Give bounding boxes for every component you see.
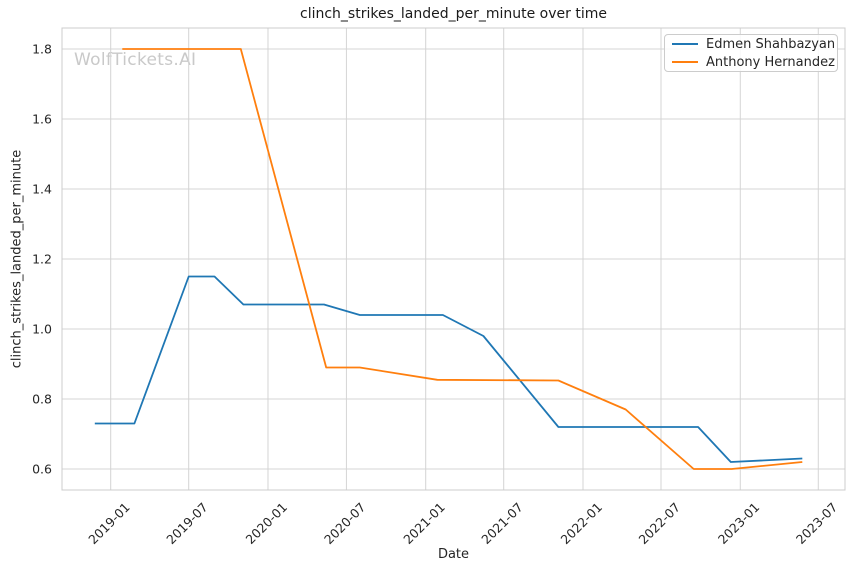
- y-tick-label: 1.2: [32, 252, 52, 267]
- x-tick-label: 2020-07: [321, 500, 369, 548]
- legend-item-edmen-shahbazyan: Edmen Shahbazyan: [672, 36, 836, 52]
- x-tick-label: 2022-01: [558, 500, 606, 548]
- chart-title: clinch_strikes_landed_per_minute over ti…: [300, 6, 607, 22]
- legend: Edmen Shahbazyan Anthony Hernandez: [664, 34, 838, 72]
- x-tick-label: 2021-01: [400, 500, 448, 548]
- y-tick-label: 1.8: [32, 42, 52, 57]
- y-tick-label: 0.8: [32, 392, 52, 407]
- legend-label: Edmen Shahbazyan: [706, 36, 836, 52]
- x-tick-label: 2021-07: [478, 500, 526, 548]
- x-tick-label: 2020-01: [243, 500, 291, 548]
- watermark: WolfTickets.AI: [74, 50, 197, 70]
- y-tick-label: 1.6: [32, 112, 52, 127]
- x-tick-label: 2019-07: [163, 500, 211, 548]
- x-tick-label: 2022-07: [636, 500, 684, 548]
- y-axis-label: clinch_strikes_landed_per_minute: [9, 149, 25, 369]
- y-tick-label: 1.4: [32, 182, 52, 197]
- y-tick-label: 0.6: [32, 462, 52, 477]
- x-tick-label: 2023-07: [793, 500, 841, 548]
- x-tick-label: 2019-01: [85, 500, 133, 548]
- plot-border: [61, 27, 846, 491]
- series-line-1: [122, 48, 803, 470]
- series-line-0: [94, 275, 803, 463]
- legend-line-swatch-blue: [672, 43, 698, 45]
- legend-line-swatch-orange: [672, 61, 698, 63]
- legend-label: Anthony Hernandez: [706, 54, 835, 70]
- y-tick-label: 1.0: [32, 322, 52, 337]
- x-axis-label: Date: [437, 547, 470, 562]
- legend-item-anthony-hernandez: Anthony Hernandez: [672, 54, 835, 70]
- x-tick-label: 2023-01: [715, 500, 763, 548]
